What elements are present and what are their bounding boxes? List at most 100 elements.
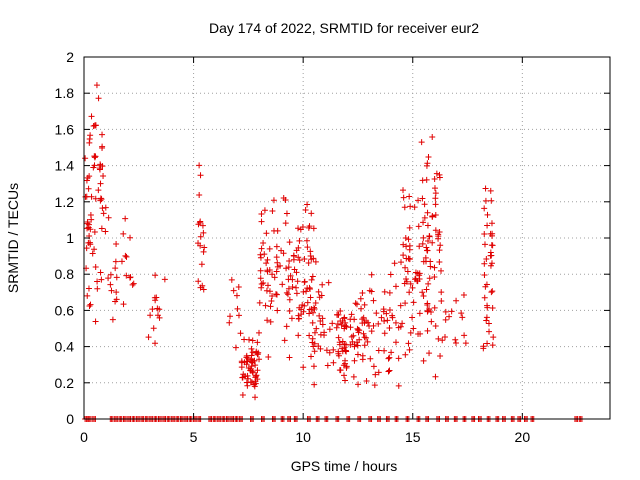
data-point [405, 236, 412, 243]
data-point [488, 220, 495, 227]
data-point [127, 274, 134, 281]
data-point [251, 383, 258, 390]
data-point [301, 302, 308, 309]
data-point [108, 287, 115, 294]
data-point [84, 292, 91, 299]
data-point [420, 357, 427, 364]
data-point [342, 357, 349, 364]
data-point [426, 275, 433, 282]
data-point [432, 227, 439, 234]
data-point [286, 239, 293, 246]
data-point [401, 204, 408, 211]
data-point [336, 339, 343, 346]
data-point [404, 268, 411, 275]
data-point [424, 247, 431, 254]
data-point [265, 353, 272, 360]
data-point [351, 343, 358, 350]
data-point [330, 359, 337, 366]
data-point [428, 318, 435, 325]
data-point [357, 295, 364, 302]
data-point [126, 274, 133, 281]
data-point [423, 286, 430, 293]
data-point [481, 205, 488, 212]
data-point [264, 317, 271, 324]
data-point [381, 347, 388, 354]
data-point [355, 381, 362, 388]
data-point [363, 334, 370, 341]
data-point [297, 226, 304, 233]
data-point [354, 342, 361, 349]
data-point [480, 343, 487, 350]
data-point [87, 301, 94, 308]
data-point [244, 358, 251, 365]
data-point [360, 330, 367, 337]
data-point [483, 317, 490, 324]
data-point [304, 299, 311, 306]
data-point [341, 344, 348, 351]
data-point [82, 193, 89, 200]
data-point [381, 288, 388, 295]
data-point [83, 177, 90, 184]
data-point [120, 230, 127, 237]
data-point [343, 323, 350, 330]
data-point [86, 139, 93, 146]
data-point [368, 328, 375, 335]
data-point [263, 260, 270, 267]
data-point [92, 318, 99, 325]
data-point [196, 191, 203, 198]
data-point [386, 307, 393, 314]
data-point [399, 320, 406, 327]
data-point [398, 259, 405, 266]
data-point [415, 197, 422, 204]
data-point [195, 240, 202, 247]
data-point [315, 343, 322, 350]
data-point [282, 196, 289, 203]
data-point [91, 154, 98, 161]
data-point [423, 244, 430, 251]
data-point [416, 276, 423, 283]
data-point [427, 263, 434, 270]
data-point [426, 305, 433, 312]
y-tick-label: 0.8 [55, 266, 75, 282]
data-point [94, 285, 101, 292]
data-point [308, 276, 315, 283]
data-point [489, 288, 496, 295]
data-point [483, 314, 490, 321]
data-point [340, 362, 347, 369]
data-point [407, 329, 414, 336]
data-point [484, 340, 491, 347]
data-point [311, 381, 318, 388]
data-point [100, 210, 107, 217]
data-point [347, 341, 354, 348]
data-point [286, 296, 293, 303]
data-point [196, 162, 203, 169]
data-point [260, 240, 267, 247]
data-point [94, 278, 101, 285]
data-point [354, 339, 361, 346]
data-point [432, 190, 439, 197]
data-point [293, 269, 300, 276]
data-point [487, 249, 494, 256]
data-point [402, 351, 409, 358]
data-point [307, 248, 314, 255]
data-point [435, 335, 442, 342]
grid-lines [84, 57, 610, 419]
data-point [123, 253, 130, 260]
x-tick-label: 0 [80, 429, 88, 445]
data-point [375, 369, 382, 376]
data-point [258, 280, 265, 287]
data-point [333, 324, 340, 331]
data-point [86, 173, 93, 180]
data-point [249, 369, 256, 376]
data-point [334, 311, 341, 318]
data-point [269, 208, 276, 215]
data-point [336, 367, 343, 374]
data-point [348, 311, 355, 318]
data-point [88, 216, 95, 223]
y-tick-label: 1.8 [55, 85, 75, 101]
data-point [280, 250, 287, 257]
data-points [82, 82, 585, 422]
data-point [147, 312, 154, 319]
data-point [426, 350, 433, 357]
data-point [315, 288, 322, 295]
